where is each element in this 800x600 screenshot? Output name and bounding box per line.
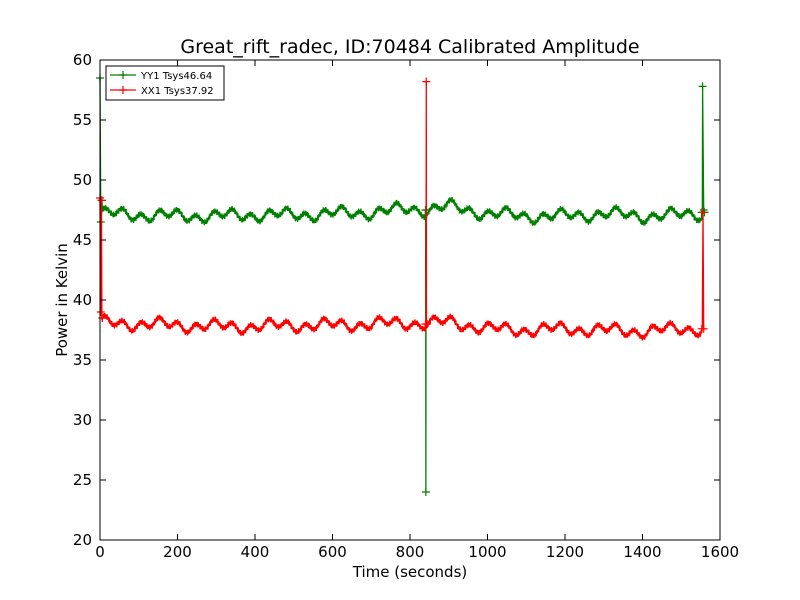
x-tick-label: 200: [163, 543, 192, 561]
y-tick-label: 40: [73, 291, 92, 309]
legend: YY1 Tsys46.64 XX1 Tsys37.92: [105, 65, 225, 101]
y-tick-label: 45: [73, 231, 92, 249]
y-tick-label: 35: [73, 351, 92, 369]
series-marker: [699, 324, 708, 333]
series-marker: [698, 208, 707, 217]
x-tick-label: 800: [396, 543, 425, 561]
y-tick-label: 25: [73, 471, 92, 489]
series-marker: [97, 196, 106, 205]
x-tick-label: 400: [241, 543, 270, 561]
y-tick-label: 60: [73, 51, 92, 69]
legend-label: YY1 Tsys46.64: [140, 71, 212, 82]
series-marker: [422, 77, 431, 86]
legend-marker: [119, 86, 127, 94]
series-2: [96, 77, 708, 341]
plot-area: [100, 60, 720, 540]
y-axis-label: Power in Kelvin: [53, 243, 71, 357]
chart-title: Great_rift_radec, ID:70484 Calibrated Am…: [180, 36, 639, 58]
series-marker: [421, 488, 430, 496]
y-tick-label: 30: [73, 411, 92, 429]
x-tick-label: 1600: [701, 543, 739, 561]
y-tick-label: 50: [73, 171, 92, 189]
x-axis-label: Time (seconds): [352, 563, 468, 581]
series-line: [99, 81, 705, 341]
x-tick-label: 1400: [623, 543, 661, 561]
series-marker: [423, 320, 432, 328]
series-line: [99, 77, 706, 493]
x-axis: 0 200 400 600 800 1000 1200 1400 1600: [95, 60, 739, 561]
series-marker: [96, 308, 105, 316]
x-tick-label: 1200: [546, 543, 584, 561]
x-tick-label: 600: [318, 543, 347, 561]
y-tick-label: 55: [73, 111, 92, 129]
legend-box: [105, 65, 225, 101]
x-tick-label: 1000: [468, 543, 506, 561]
x-tick-label: 0: [95, 543, 105, 561]
legend-marker: [119, 71, 127, 79]
y-axis: 20 25 30 35 40 45 50 55 60: [73, 51, 720, 549]
legend-label: XX1 Tsys37.92: [141, 86, 214, 97]
series-marker: [698, 82, 707, 91]
y-tick-label: 20: [73, 531, 92, 549]
series-layer: [96, 74, 709, 496]
